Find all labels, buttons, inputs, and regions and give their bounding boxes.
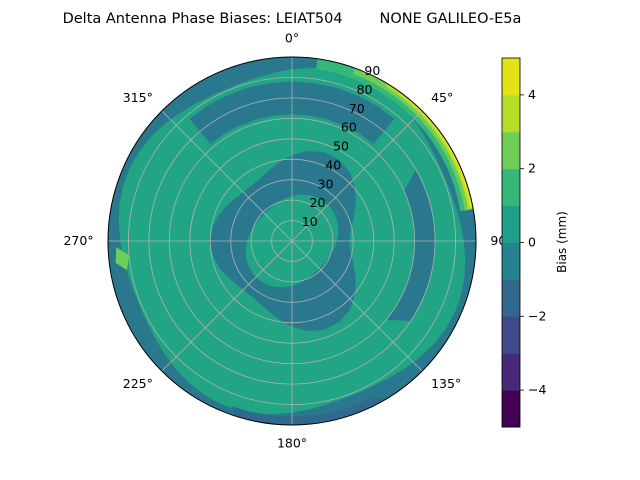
colorbar-tick-label: 0 <box>528 235 536 250</box>
colorbar-tick-label: 2 <box>528 161 536 176</box>
colorbar-band <box>502 242 520 280</box>
angular-tick-label: 45° <box>431 90 453 105</box>
angular-tick-label: 270° <box>63 233 93 248</box>
radial-tick-label: 40 <box>325 157 341 172</box>
colorbar-band <box>502 131 520 170</box>
colorbar-band <box>502 316 520 354</box>
angular-gridline <box>291 240 423 372</box>
colorbar-ticks: −4 −2 0 2 4 <box>520 87 546 397</box>
radial-tick-label: 80 <box>357 82 373 97</box>
colorbar-band <box>502 168 520 207</box>
colorbar-band <box>502 205 520 243</box>
radial-tick-label: 70 <box>349 101 365 116</box>
colorbar-label: Bias (mm) <box>555 211 569 273</box>
angular-tick-label: 315° <box>123 90 153 105</box>
angular-grid <box>108 57 476 425</box>
colorbar-band <box>502 353 520 391</box>
contour-region-se <box>231 396 384 425</box>
angular-gridline <box>161 240 293 372</box>
radial-tick-label: 10 <box>302 214 318 229</box>
colorbar-tick-label: −2 <box>528 308 546 323</box>
angular-tick-label: 135° <box>431 376 461 391</box>
radial-tick-label: 30 <box>318 176 334 191</box>
angular-tick-label: 0° <box>285 31 299 46</box>
radial-tick-label: 60 <box>341 120 357 135</box>
angular-gridline <box>291 110 423 242</box>
radial-tick-label: 20 <box>310 195 326 210</box>
radial-tick-labels: 10 20 30 40 50 60 70 80 90 <box>302 63 381 229</box>
chart-title: Delta Antenna Phase Biases: LEIAT504 NON… <box>63 11 522 27</box>
colorbar-band <box>502 390 520 428</box>
contour-region-east <box>386 169 435 321</box>
colorbar-tick-label: −4 <box>528 382 546 397</box>
polar-frame <box>107 56 477 426</box>
angular-tick-label: 225° <box>123 376 153 391</box>
angular-tick-labels: 0°45°90°135°180°225°270°315° <box>63 31 512 451</box>
colorbar-tick-label: 4 <box>528 87 536 102</box>
radial-tick-label: 90 <box>364 63 380 78</box>
colorbar-band <box>502 94 520 133</box>
angular-tick-label: 180° <box>277 435 307 450</box>
colorbar: −4 −2 0 2 4 Bias (mm) <box>501 57 569 428</box>
colorbar-band <box>502 58 520 96</box>
contour-region-west-patch <box>115 247 130 271</box>
colorbar-band <box>502 279 520 317</box>
radial-tick-label: 50 <box>333 139 349 154</box>
colorbar-bands <box>502 58 520 428</box>
angular-gridline <box>161 110 293 242</box>
